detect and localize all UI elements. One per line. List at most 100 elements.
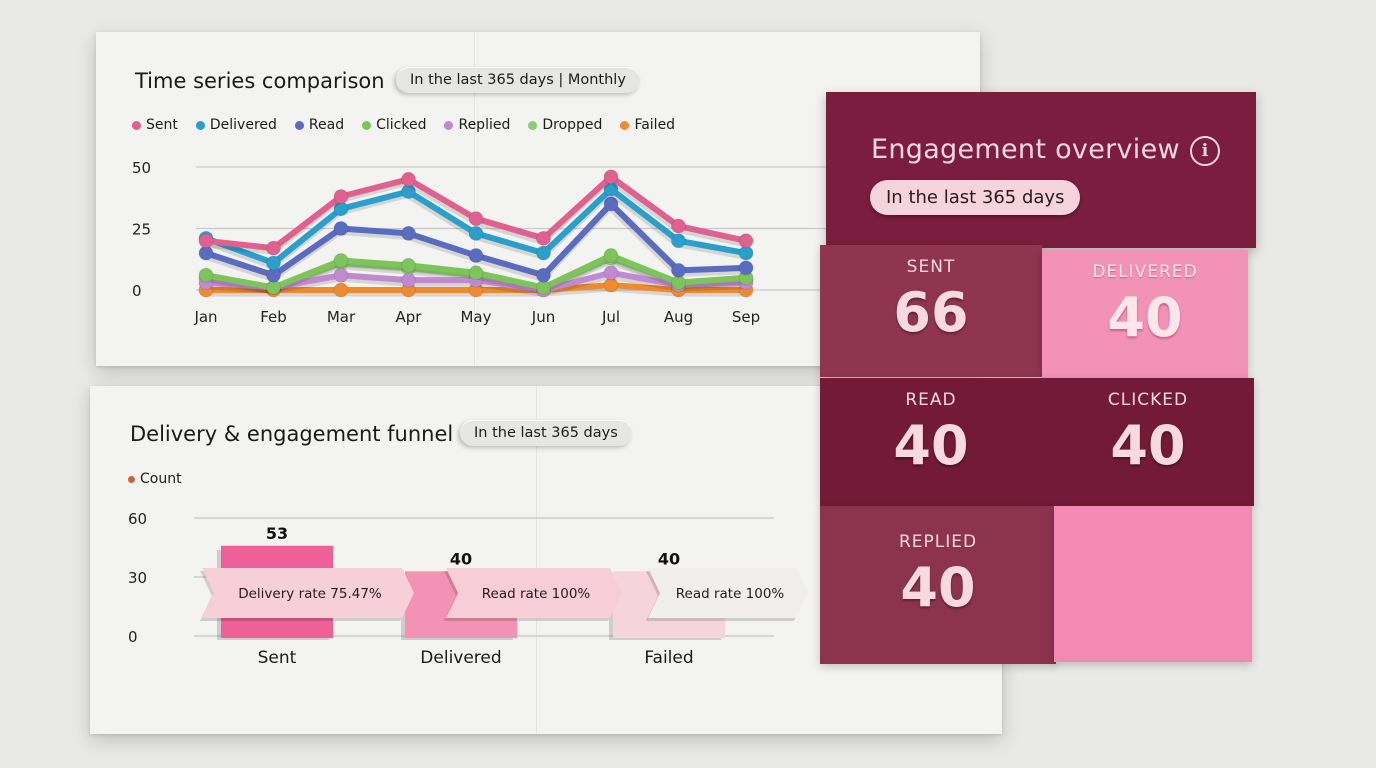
x-tick: Delivered [420,648,501,668]
timeseries-line-chart: 50 25 0 Jan Feb Mar Apr May Jun Jul Aug Sep [132,159,976,326]
replied-dot-icon [444,120,454,130]
data-point[interactable] [738,233,754,249]
data-point[interactable] [333,252,349,268]
legend-item-replied[interactable]: Replied [444,117,510,133]
data-point[interactable] [603,196,619,212]
data-point[interactable] [468,225,484,241]
tile-value: 40 [900,556,976,619]
x-tick: Apr [396,308,423,326]
tiles-row-read-clicked: READ 40 CLICKED 40 [820,378,1254,506]
data-point[interactable] [468,248,484,264]
data-point[interactable] [198,233,214,249]
tile-label: REPLIED [898,532,978,552]
tile-sent: SENT 66 [820,245,1042,377]
data-point[interactable] [603,169,619,185]
data-point[interactable] [401,272,416,288]
tile-value: 40 [1110,414,1186,477]
info-icon[interactable]: i [1190,136,1220,166]
data-point[interactable] [468,211,484,227]
data-point[interactable] [603,248,619,264]
legend-item-count[interactable]: Count [128,471,182,487]
legend-label: Sent [146,117,178,133]
y-tick: 0 [132,282,142,300]
funnel-filter-pill[interactable]: In the last 365 days [460,420,632,446]
data-point[interactable] [333,189,349,205]
data-point[interactable] [266,255,281,271]
x-tick: Mar [327,308,356,326]
data-point[interactable] [536,230,551,246]
data-point[interactable] [603,265,619,281]
data-point[interactable] [671,218,686,234]
data-point[interactable] [468,265,484,281]
paper-fold [474,32,475,366]
tile-replied: REPLIED 40 [820,506,1056,664]
bar-value: 40 [658,549,680,568]
data-point[interactable] [266,240,281,256]
y-tick: 50 [132,159,151,177]
x-tick: Sep [732,308,760,326]
tile-label: READ [905,390,957,410]
tile-clicked: CLICKED 40 [1042,378,1254,477]
legend-label: Read [308,117,345,133]
legend-label: Replied [458,117,511,133]
dropped-dot-icon [528,120,538,130]
legend-label: Clicked [376,117,427,133]
tile-value: 66 [893,281,969,344]
x-tick: Failed [644,648,693,668]
rate-ribbon [446,568,622,618]
rate-ribbon [202,568,414,618]
legend-item-sent[interactable]: Sent [132,117,178,133]
rate-label: Read rate 100% [676,586,785,602]
data-point[interactable] [333,221,349,236]
data-point[interactable] [333,267,349,283]
legend-item-failed[interactable]: Failed [620,117,675,133]
y-tick: 30 [128,569,147,587]
x-tick: Jan [193,308,217,326]
data-point[interactable] [671,233,686,249]
legend-item-clicked[interactable]: Clicked [362,117,426,133]
rate-ribbon [648,568,808,618]
clicked-dot-icon [362,120,372,130]
legend-label: Delivered [209,117,277,133]
data-point[interactable] [198,267,214,283]
data-point[interactable] [401,171,416,187]
tile-label: CLICKED [1107,390,1189,410]
funnel-legend: Count [128,471,182,487]
engagement-overview-panel: Engagement overview i In the last 365 da… [820,92,1256,664]
y-tick: 25 [132,221,151,239]
funnel-bar-chart: 60 30 0 53 Sent 40 Delivered 40 Failed Delivery r… [128,510,808,668]
rate-label: Delivery rate 75.47% [238,586,382,602]
funnel-title: Delivery & engagement funnel [130,422,454,446]
data-point[interactable] [671,262,686,278]
timeseries-legend: Sent Delivered Read Clicked Replied Dropped Fa… [132,117,675,133]
data-point[interactable] [401,257,416,273]
rate-label: Read rate 100% [482,586,591,602]
x-tick: Aug [664,308,693,326]
y-tick: 60 [128,510,147,528]
engagement-title: Engagement overview [871,134,1180,165]
data-point[interactable] [401,225,416,241]
bar-value: 40 [450,549,472,568]
y-tick: 0 [128,628,138,646]
data-point[interactable] [333,282,349,298]
data-point[interactable] [738,260,754,276]
data-point[interactable] [536,267,551,283]
legend-item-read[interactable]: Read [294,117,345,133]
legend-label: Dropped [542,117,603,133]
legend-item-dropped[interactable]: Dropped [528,117,602,133]
x-tick: Sent [258,648,297,668]
tile-read: READ 40 [820,378,1042,477]
tile-delivered: DELIVERED 40 [1042,250,1248,378]
x-tick: Feb [260,308,287,326]
legend-label: Count [140,471,182,487]
delivered-dot-icon [195,120,205,130]
tile-label: SENT [906,257,956,277]
x-tick: May [460,308,491,326]
data-point[interactable] [536,245,551,261]
sent-dot-icon [132,120,141,130]
legend-item-delivered[interactable]: Delivered [195,117,277,133]
tile-value: 40 [1107,286,1183,349]
engagement-filter-pill[interactable]: In the last 365 days [870,180,1081,215]
read-dot-icon [294,120,304,130]
timeseries-filter-pill[interactable]: In the last 365 days | Monthly [396,67,640,93]
